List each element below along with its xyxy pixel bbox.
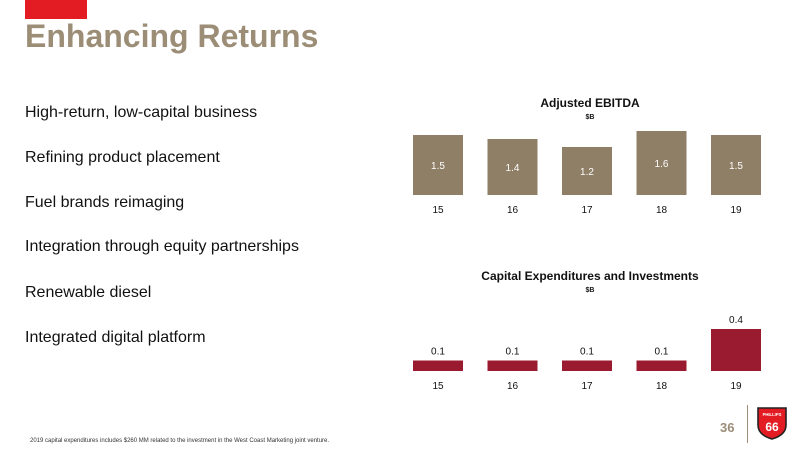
x-tick-label: 16 bbox=[507, 381, 519, 392]
ebitda-chart: Adjusted EBITDA $B 1.5 15 1.4 16 1.2 17 1.6 18 1.5… bbox=[395, 92, 785, 222]
bullet-item: Renewable diesel bbox=[25, 284, 152, 301]
phillips66-logo-icon: PHILLIPS 66 bbox=[757, 407, 787, 440]
x-tick-label: 15 bbox=[432, 381, 444, 392]
data-label: 0.1 bbox=[580, 347, 594, 358]
data-label: 0.1 bbox=[655, 347, 669, 358]
x-tick-label: 18 bbox=[656, 205, 668, 216]
bar bbox=[487, 139, 538, 195]
chart-title: Capital Expenditures and Investments bbox=[481, 269, 699, 283]
capex-chart: Capital Expenditures and Investments $B 0.… bbox=[395, 265, 785, 395]
data-label: 1.5 bbox=[431, 161, 445, 172]
bullet-item: Fuel brands reimaging bbox=[25, 194, 185, 211]
bar bbox=[711, 135, 761, 195]
data-label: 1.4 bbox=[506, 163, 520, 174]
x-tick-label: 15 bbox=[432, 205, 444, 216]
data-label: 0.1 bbox=[431, 347, 445, 358]
bar bbox=[487, 360, 538, 371]
chart-title: Adjusted EBITDA bbox=[540, 96, 640, 110]
bar bbox=[711, 329, 761, 371]
bar bbox=[413, 360, 463, 371]
page-title: Enhancing Returns bbox=[25, 18, 319, 54]
bar bbox=[562, 360, 612, 371]
bullet-item: High-return, low-capital business bbox=[25, 104, 258, 121]
chart-subtitle: $B bbox=[586, 114, 595, 121]
bar bbox=[636, 360, 687, 371]
logo-main-text: 66 bbox=[765, 420, 779, 434]
bar bbox=[413, 135, 463, 195]
logo-top-text: PHILLIPS bbox=[763, 412, 782, 417]
data-label: 0.1 bbox=[506, 347, 520, 358]
x-tick-label: 19 bbox=[730, 381, 742, 392]
data-label: 1.6 bbox=[655, 159, 669, 170]
bar bbox=[636, 131, 687, 195]
data-label: 1.2 bbox=[580, 167, 594, 178]
x-tick-label: 17 bbox=[581, 381, 593, 392]
bullet-item: Integration through equity partnerships bbox=[25, 238, 299, 255]
footnote: 2019 capital expenditures includes $260 … bbox=[30, 438, 330, 444]
bar bbox=[562, 147, 612, 195]
x-tick-label: 19 bbox=[730, 205, 742, 216]
x-tick-label: 17 bbox=[581, 205, 593, 216]
bullet-item: Refining product placement bbox=[25, 149, 220, 166]
data-label: 1.5 bbox=[729, 161, 743, 172]
data-label: 0.4 bbox=[729, 315, 743, 326]
page-number: 36 bbox=[720, 420, 735, 435]
x-tick-label: 18 bbox=[656, 381, 668, 392]
bullet-item: Integrated digital platform bbox=[25, 329, 206, 346]
ebitda-chart-svg: Adjusted EBITDA $B 1.5 15 1.4 16 1.2 17 1.6 18 1.5… bbox=[413, 96, 761, 216]
capex-chart-svg: Capital Expenditures and Investments $B 0.… bbox=[413, 269, 761, 392]
accent-bar bbox=[25, 0, 87, 19]
footer-divider bbox=[747, 405, 748, 443]
chart-subtitle: $B bbox=[586, 287, 595, 294]
x-tick-label: 16 bbox=[507, 205, 519, 216]
